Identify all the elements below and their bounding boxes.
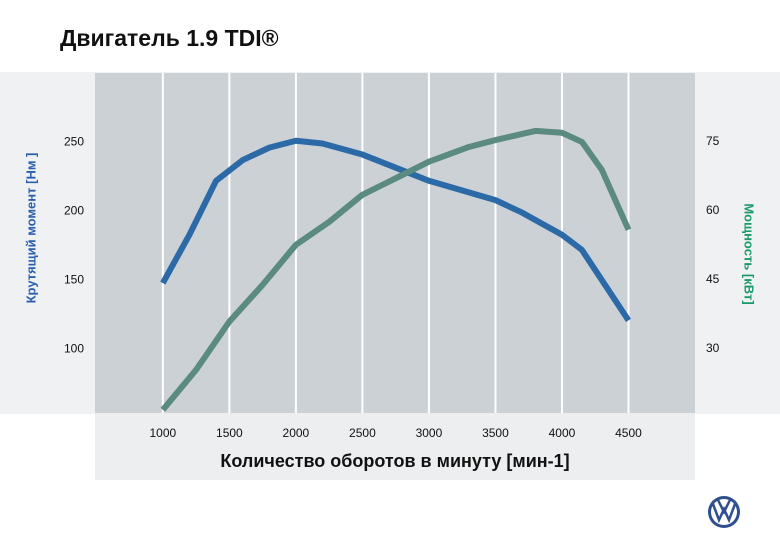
x-tick-label: 4500 <box>615 426 642 440</box>
x-tick-label: 3000 <box>416 426 443 440</box>
y-tick-label: 250 <box>64 134 84 148</box>
y-tick-label: 150 <box>64 272 84 286</box>
y-tick-label: 200 <box>64 203 84 217</box>
x-tick-label: 4000 <box>549 426 576 440</box>
y-tick-label: 100 <box>64 342 84 356</box>
chart-title: Двигатель 1.9 TDI® <box>60 25 279 51</box>
x-tick-label: 1000 <box>149 426 176 440</box>
y-axis-title: Крутящий момент [Нм ] <box>23 153 38 304</box>
y2-tick-label: 45 <box>706 272 720 286</box>
x-tick-label: 2500 <box>349 426 376 440</box>
plot-area <box>95 73 695 413</box>
y2-tick-label: 75 <box>706 134 720 148</box>
x-tick-label: 2000 <box>283 426 310 440</box>
x-tick-label: 3500 <box>482 426 509 440</box>
x-tick-label: 1500 <box>216 426 243 440</box>
vw-logo <box>708 496 740 528</box>
data-line <box>160 137 631 323</box>
y2-tick-label: 60 <box>706 203 720 217</box>
data-line <box>160 127 632 412</box>
y2-axis-title: Мощность [кВт] <box>742 203 757 304</box>
x-axis-title: Количество оборотов в минуту [мин-1] <box>220 451 569 471</box>
y2-tick-label: 30 <box>706 341 720 355</box>
x-axis-band <box>95 413 695 480</box>
